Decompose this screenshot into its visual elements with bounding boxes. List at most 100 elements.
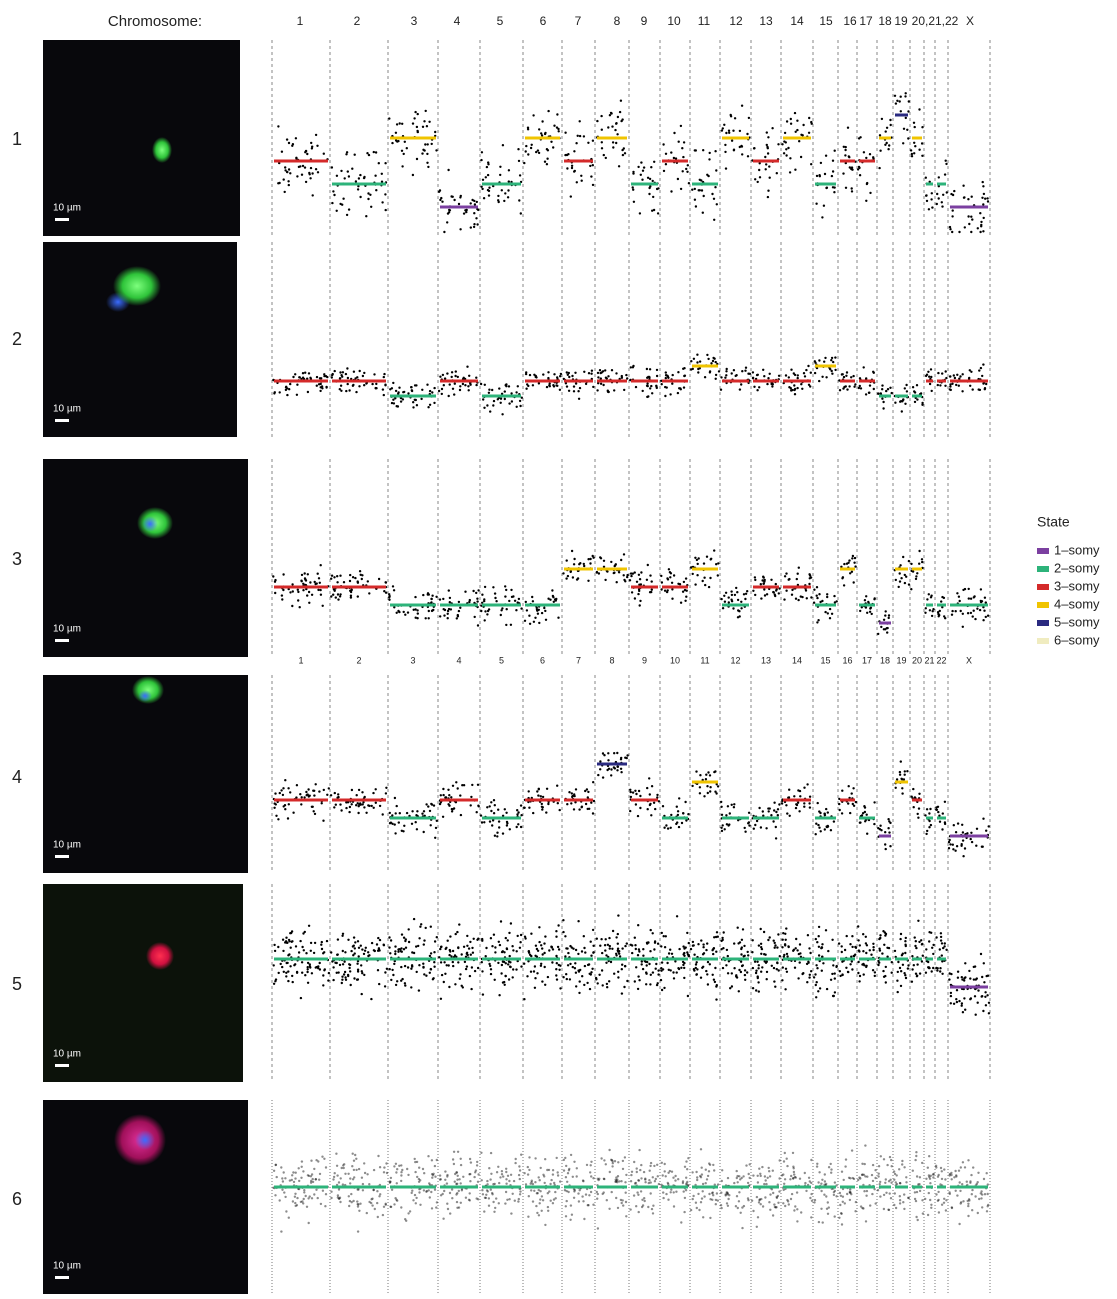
read-depth-dot	[376, 1190, 378, 1192]
read-depth-dot	[538, 788, 540, 790]
read-depth-dot	[541, 980, 543, 982]
read-depth-dot	[697, 371, 699, 373]
read-depth-dot	[615, 936, 617, 938]
chromosome-label: 15	[819, 14, 833, 28]
read-depth-dot	[683, 581, 685, 583]
read-depth-dot	[431, 1177, 433, 1179]
read-depth-dot	[696, 559, 698, 561]
read-depth-dot	[720, 1204, 722, 1206]
read-depth-dot	[463, 377, 465, 379]
read-depth-dot	[688, 942, 690, 944]
read-depth-dot	[695, 974, 697, 976]
read-depth-dot	[685, 596, 687, 598]
read-depth-dot	[903, 778, 905, 780]
read-depth-dot	[845, 375, 847, 377]
read-depth-dot	[786, 1199, 788, 1201]
read-depth-dot	[320, 386, 322, 388]
read-depth-dot	[370, 1202, 372, 1204]
read-depth-dot	[771, 127, 773, 129]
read-depth-dot	[789, 157, 791, 159]
read-depth-dot	[657, 212, 659, 214]
read-depth-dot	[882, 407, 884, 409]
read-depth-dot	[423, 149, 425, 151]
read-depth-dot	[421, 389, 423, 391]
read-depth-dot	[375, 802, 377, 804]
read-depth-dot	[587, 796, 589, 798]
read-depth-dot	[859, 975, 861, 977]
read-depth-dot	[841, 951, 843, 953]
read-depth-dot	[476, 811, 478, 813]
read-depth-dot	[555, 598, 557, 600]
read-depth-dot	[527, 1166, 529, 1168]
read-depth-dot	[306, 594, 308, 596]
read-depth-dot	[421, 813, 423, 815]
read-depth-dot	[391, 1189, 393, 1191]
read-depth-dot	[559, 987, 561, 989]
read-depth-dot	[834, 1215, 836, 1217]
read-depth-dot	[905, 117, 907, 119]
read-depth-dot	[765, 1179, 767, 1181]
read-depth-dot	[670, 572, 672, 574]
read-depth-dot	[431, 143, 433, 145]
read-depth-dot	[395, 390, 397, 392]
read-depth-dot	[511, 945, 513, 947]
read-depth-dot	[685, 1189, 687, 1191]
read-depth-dot	[918, 149, 920, 151]
read-depth-dot	[373, 1169, 375, 1171]
read-depth-dot	[809, 1197, 811, 1199]
read-depth-dot	[872, 949, 874, 951]
read-depth-dot	[476, 598, 478, 600]
read-depth-dot	[720, 1207, 722, 1209]
read-depth-dot	[914, 145, 916, 147]
read-depth-dot	[839, 975, 841, 977]
read-depth-dot	[336, 962, 338, 964]
read-depth-dot	[436, 936, 438, 938]
chromosome-label: 13	[759, 14, 773, 28]
read-depth-dot	[865, 606, 867, 608]
read-depth-dot	[339, 1197, 341, 1199]
read-depth-dot	[569, 978, 571, 980]
read-depth-dot	[485, 1194, 487, 1196]
read-depth-dot	[391, 969, 393, 971]
read-depth-dot	[400, 1174, 402, 1176]
read-depth-dot	[747, 155, 749, 157]
read-depth-dot	[708, 1162, 710, 1164]
read-depth-dot	[383, 1171, 385, 1173]
read-depth-dot	[429, 390, 431, 392]
read-depth-dot	[703, 1195, 705, 1197]
read-depth-dot	[435, 827, 437, 829]
read-depth-dot	[731, 594, 733, 596]
state-segments	[274, 959, 988, 987]
read-depth-dot	[847, 802, 849, 804]
read-depth-dot	[649, 983, 651, 985]
read-depth-dot	[592, 812, 594, 814]
read-depth-dot	[468, 375, 470, 377]
read-depth-dot	[279, 391, 281, 393]
read-depth-dot	[393, 1203, 395, 1205]
read-depth-dot	[652, 180, 654, 182]
read-depth-dot	[534, 987, 536, 989]
read-depth-dot	[648, 1182, 650, 1184]
read-depth-dot	[583, 565, 585, 567]
read-depth-dot	[609, 1171, 611, 1173]
read-depth-dot	[714, 967, 716, 969]
read-depth-dot	[826, 593, 828, 595]
read-depth-dot	[912, 570, 914, 572]
read-depth-dot	[544, 132, 546, 134]
read-depth-dot	[894, 402, 896, 404]
read-depth-dot	[635, 966, 637, 968]
read-depth-dot	[520, 1154, 522, 1156]
read-depth-dot	[926, 200, 928, 202]
read-depth-dot	[713, 1169, 715, 1171]
read-depth-dot	[683, 141, 685, 143]
chromosome-label: 5	[497, 14, 504, 28]
read-depth-dot	[756, 389, 758, 391]
read-depth-dot	[288, 168, 290, 170]
read-depth-dot	[488, 1167, 490, 1169]
read-depth-dot	[528, 1195, 530, 1197]
read-depth-dot	[388, 117, 390, 119]
chromosome-label: 16	[843, 14, 857, 28]
read-depth-dot	[810, 1182, 812, 1184]
read-depth-dot	[704, 376, 706, 378]
read-depth-dot	[887, 827, 889, 829]
